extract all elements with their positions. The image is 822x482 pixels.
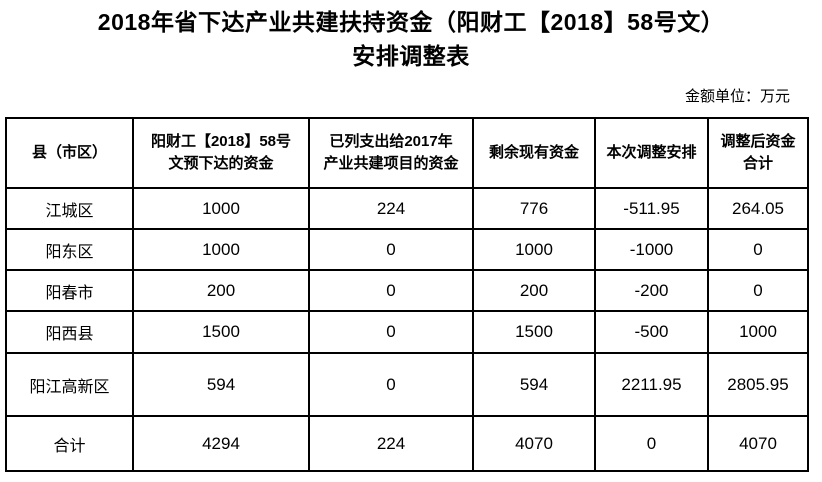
value-cell: 594 xyxy=(132,352,310,417)
total-value-cell: 4294 xyxy=(132,415,310,472)
col-header-after-adjustment-line1: 调整后资金 xyxy=(720,133,796,150)
fund-adjustment-table: 县（市区） 阳财工【2018】58号 文预下达的资金 已列支出给2017年 产业… xyxy=(5,117,809,472)
value-cell: 1000 xyxy=(132,187,310,230)
col-header-remaining-line: 剩余现有资金 xyxy=(488,144,579,161)
col-header-county-line: 县（市区） xyxy=(31,144,107,161)
value-cell: -1000 xyxy=(594,228,709,271)
table-header-row: 县（市区） 阳财工【2018】58号 文预下达的资金 已列支出给2017年 产业… xyxy=(5,117,809,189)
table-row-yangxi: 阳西县 1500 0 1500 -500 1000 xyxy=(5,310,809,354)
value-cell: 1000 xyxy=(707,310,809,354)
value-cell: 0 xyxy=(308,352,474,417)
value-cell: 1000 xyxy=(472,228,596,271)
table-row-jiangcheng: 江城区 1000 224 776 -511.95 264.05 xyxy=(5,187,809,230)
page-title-line2: 安排调整表 xyxy=(352,43,470,69)
value-cell: -511.95 xyxy=(594,187,709,230)
page-title: 2018年省下达产业共建扶持资金（阳财工【2018】58号文） 安排调整表 xyxy=(0,0,822,73)
region-cell: 阳江高新区 xyxy=(5,352,134,417)
value-cell: 2805.95 xyxy=(707,352,809,417)
total-value-cell: 4070 xyxy=(472,415,596,472)
value-cell: 1500 xyxy=(132,310,310,354)
col-header-spent-2017-funds: 已列支出给2017年 产业共建项目的资金 xyxy=(308,117,474,189)
col-header-spent-2017-line2: 产业共建项目的资金 xyxy=(323,155,459,172)
col-header-pre-allocated-line2: 文预下达的资金 xyxy=(168,155,274,172)
value-cell: 2211.95 xyxy=(594,352,709,417)
total-value-cell: 224 xyxy=(308,415,474,472)
col-header-adjustment: 本次调整安排 xyxy=(594,117,709,189)
value-cell: -500 xyxy=(594,310,709,354)
table-row-yangdong: 阳东区 1000 0 1000 -1000 0 xyxy=(5,228,809,271)
col-header-pre-allocated-funds: 阳财工【2018】58号 文预下达的资金 xyxy=(132,117,310,189)
value-cell: 264.05 xyxy=(707,187,809,230)
total-value-cell: 0 xyxy=(594,415,709,472)
value-cell: 0 xyxy=(707,269,809,312)
value-cell: 1000 xyxy=(132,228,310,271)
table-row-gaoxin: 阳江高新区 594 0 594 2211.95 2805.95 xyxy=(5,352,809,417)
table-row-total: 合计 4294 224 4070 0 4070 xyxy=(5,415,809,472)
value-cell: 0 xyxy=(308,269,474,312)
value-cell: 200 xyxy=(472,269,596,312)
value-cell: 0 xyxy=(707,228,809,271)
value-cell: -200 xyxy=(594,269,709,312)
col-header-pre-allocated-line1: 阳财工【2018】58号 xyxy=(150,133,292,150)
col-header-adjustment-line: 本次调整安排 xyxy=(606,144,697,161)
region-cell: 阳春市 xyxy=(5,269,134,312)
value-cell: 224 xyxy=(308,187,474,230)
total-label-cell: 合计 xyxy=(5,415,134,472)
value-cell: 1500 xyxy=(472,310,596,354)
value-cell: 594 xyxy=(472,352,596,417)
region-cell: 阳东区 xyxy=(5,228,134,271)
value-cell: 200 xyxy=(132,269,310,312)
page-title-line1: 2018年省下达产业共建扶持资金（阳财工【2018】58号文） xyxy=(97,9,725,35)
col-header-county: 县（市区） xyxy=(5,117,134,189)
col-header-remaining-funds: 剩余现有资金 xyxy=(472,117,596,189)
table-row-yangchun: 阳春市 200 0 200 -200 0 xyxy=(5,269,809,312)
col-header-spent-2017-line1: 已列支出给2017年 xyxy=(329,133,453,150)
value-cell: 776 xyxy=(472,187,596,230)
value-cell: 0 xyxy=(308,228,474,271)
col-header-after-adjustment-total: 调整后资金 合计 xyxy=(707,117,809,189)
region-cell: 江城区 xyxy=(5,187,134,230)
value-cell: 0 xyxy=(308,310,474,354)
total-value-cell: 4070 xyxy=(707,415,809,472)
region-cell: 阳西县 xyxy=(5,310,134,354)
unit-label: 金额单位：万元 xyxy=(684,88,790,105)
col-header-after-adjustment-line2: 合计 xyxy=(742,155,773,172)
